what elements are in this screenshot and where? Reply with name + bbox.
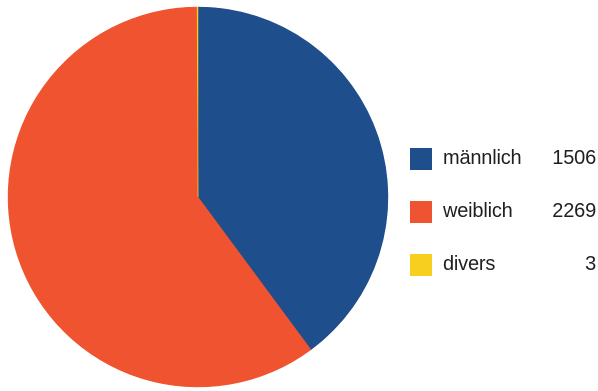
legend-value-divers: 3 [585, 253, 596, 275]
legend-value-weiblich: 2269 [552, 200, 596, 222]
chart-legend: männlich 1506 weiblich 2269 divers 3 [410, 146, 596, 305]
legend-swatch-maennlich [410, 147, 432, 170]
legend-item-divers: divers 3 [410, 252, 596, 277]
legend-label-divers: divers [443, 253, 496, 275]
legend-value-maennlich: 1506 [552, 147, 596, 169]
legend-label-maennlich: männlich [443, 147, 522, 169]
legend-swatch-weiblich [410, 200, 432, 223]
pie-chart [7, 6, 389, 388]
pie-slice-m-nnlich [197, 6, 389, 351]
legend-label-weiblich: weiblich [443, 200, 513, 222]
legend-swatch-divers [410, 253, 432, 276]
pie-slice-weiblich [7, 6, 312, 388]
pie-slice-divers [196, 6, 199, 198]
legend-item-maennlich: männlich 1506 [410, 146, 596, 171]
legend-item-weiblich: weiblich 2269 [410, 199, 596, 224]
